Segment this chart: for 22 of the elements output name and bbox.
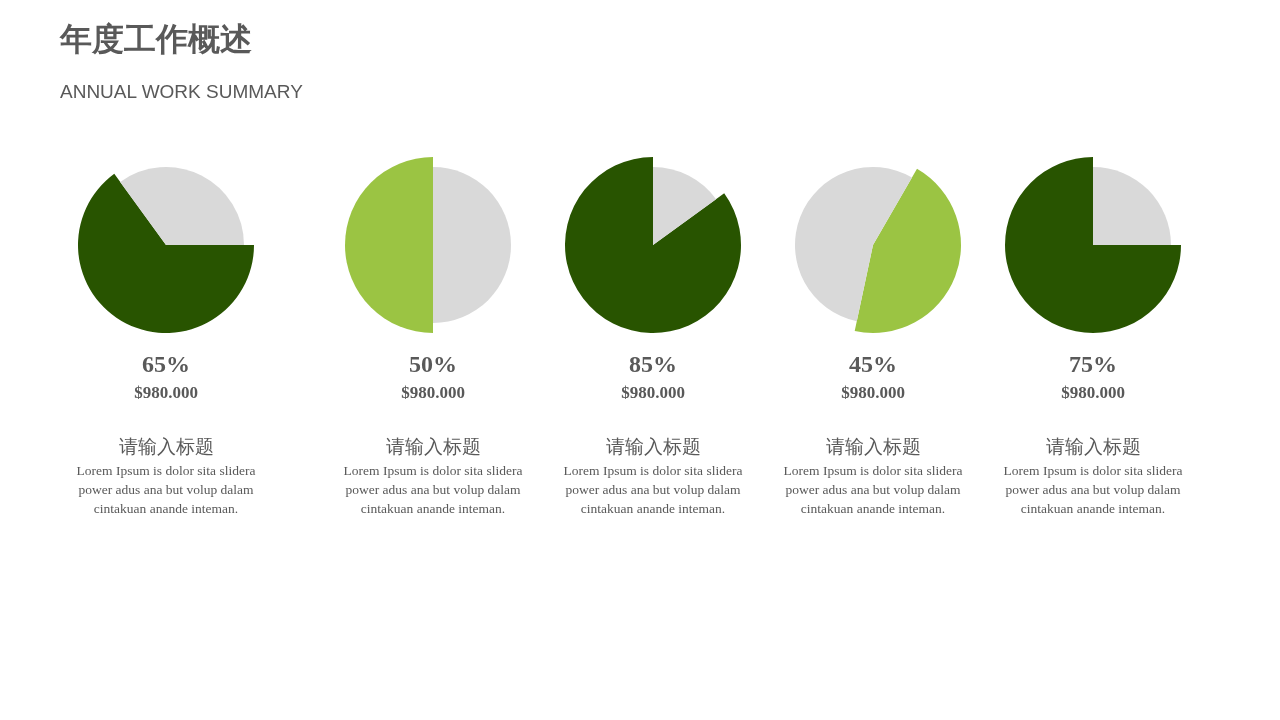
text: $980.000 xyxy=(1061,383,1125,402)
text: Lorem Ipsum is dolor sita slidera power adus ana but volup dalam cintakuan anande inteman. xyxy=(1003,463,1183,516)
text: $980.000 xyxy=(621,383,685,402)
text: Lorem Ipsum is dolor sita slidera power adus ana but volup dalam cintakuan anande inteman. xyxy=(783,463,963,516)
chart-title: 年度工作概述 xyxy=(59,20,252,58)
text: 请输入标题 xyxy=(825,435,921,457)
text: 请输入标题 xyxy=(1045,435,1141,457)
data-label: 65% xyxy=(142,351,190,377)
text: Lorem Ipsum is dolor sita slidera power adus ana but volup dalam cintakuan anande inteman. xyxy=(76,463,256,516)
text: 请输入标题 xyxy=(385,435,481,457)
chart-subtitle: ANNUAL WORK SUMMARY xyxy=(60,81,304,102)
text: 请输入标题 xyxy=(118,435,214,457)
text: $980.000 xyxy=(841,383,905,402)
data-label: 45% xyxy=(849,351,897,377)
data-label: 85% xyxy=(629,351,677,377)
data-label: 75% xyxy=(1069,351,1117,377)
text: Lorem Ipsum is dolor sita slidera power adus ana but volup dalam cintakuan anande inteman. xyxy=(343,463,523,516)
data-label: 50% xyxy=(409,351,457,377)
text: Lorem Ipsum is dolor sita slidera power adus ana but volup dalam cintakuan anande inteman. xyxy=(563,463,743,516)
text: $980.000 xyxy=(134,383,198,402)
text: $980.000 xyxy=(401,383,465,402)
text: 请输入标题 xyxy=(605,435,701,457)
